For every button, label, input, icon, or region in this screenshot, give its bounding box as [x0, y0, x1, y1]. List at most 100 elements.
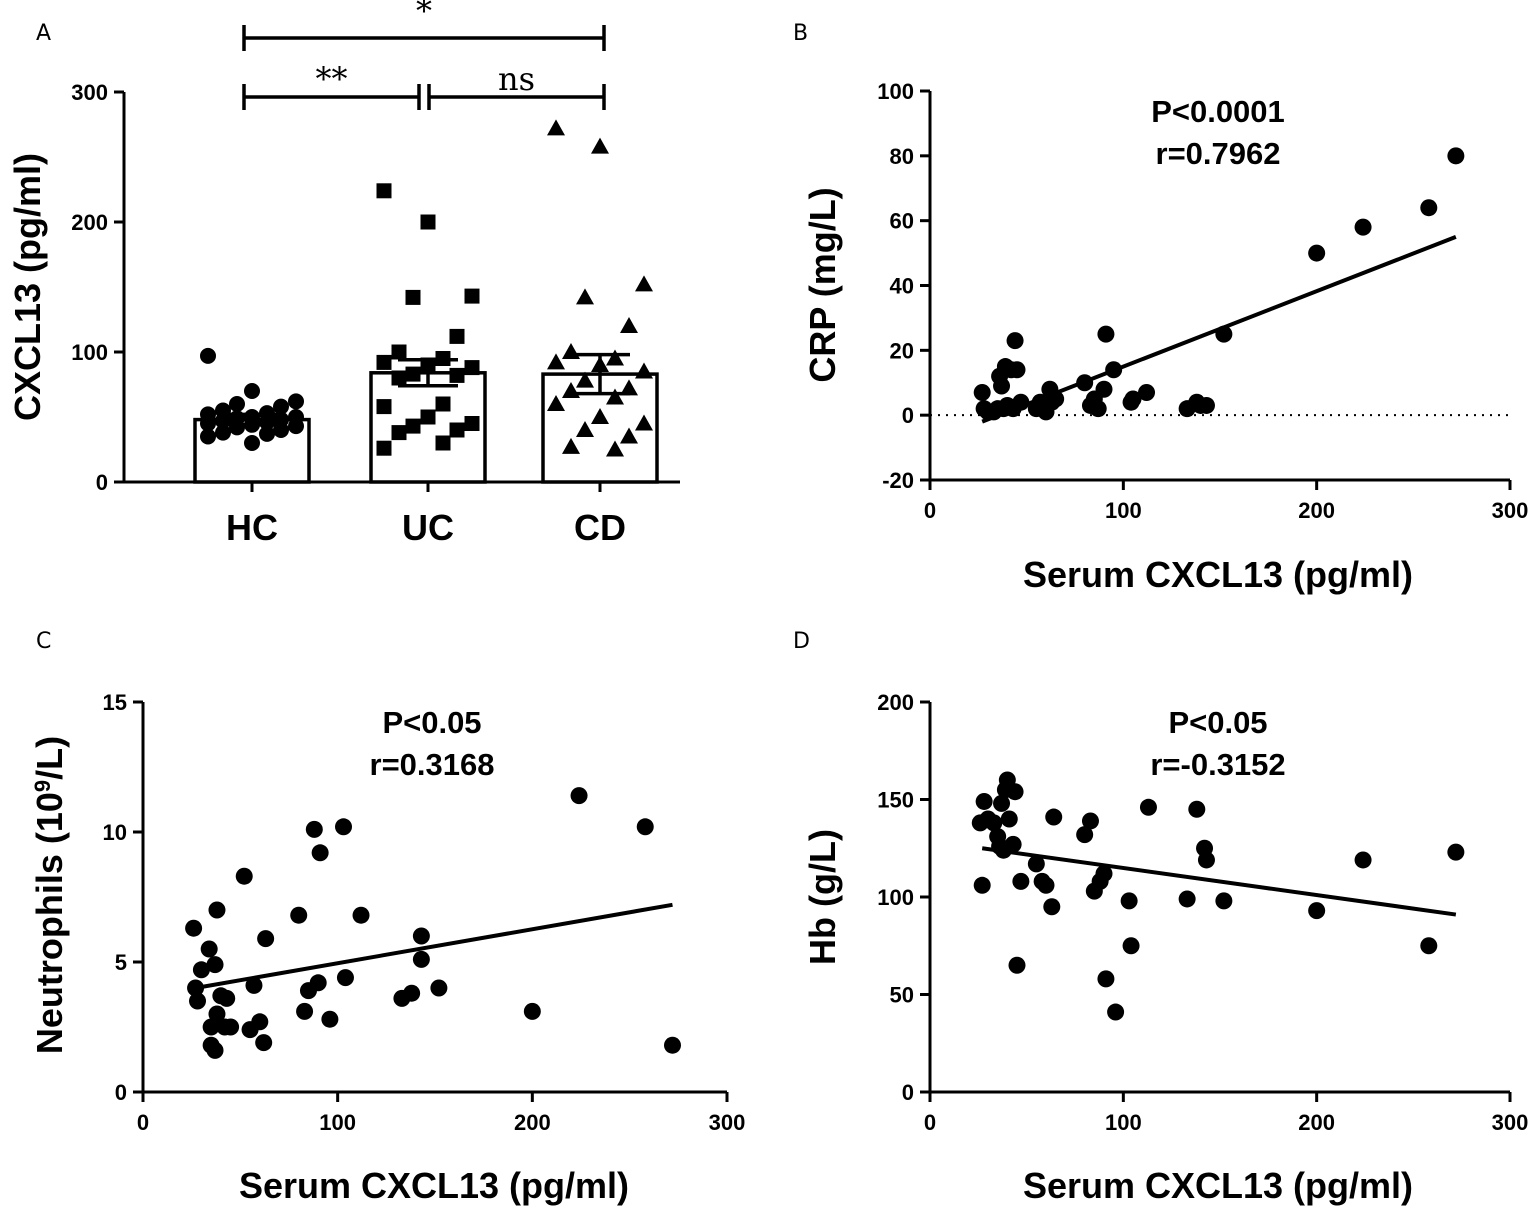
panel-b-xlabel: Serum CXCL13 (pg/ml)	[1023, 554, 1413, 595]
panel-a-point-cd	[562, 437, 580, 454]
panel-d-ylabel: Hb (g/L)	[802, 829, 843, 965]
panel-c-rvalue: r=0.3168	[370, 747, 495, 782]
panel-d-data-point	[1027, 855, 1045, 873]
panel-d-pvalue: P<0.05	[1168, 705, 1267, 740]
panel-b-data-point	[1308, 244, 1326, 262]
panel-c-data-point	[663, 1036, 681, 1054]
panel-a-point-uc	[420, 409, 436, 425]
panel-c-y-tick-label: 5	[115, 950, 127, 975]
panel-a-point-uc	[376, 183, 392, 199]
panel-c-y-tick-label: 15	[103, 690, 127, 715]
panel-b-data-point	[1097, 325, 1115, 343]
panel-a-point-cd	[606, 440, 624, 457]
panel-a-point-cd	[635, 362, 653, 379]
panel-d-data-point	[1045, 808, 1063, 826]
panel-c-data-point	[523, 1002, 541, 1020]
panel-c-data-point	[218, 989, 236, 1007]
panel-c-data-point	[290, 906, 308, 924]
panel-c-data-point	[208, 901, 226, 919]
panel-a-point-cd	[606, 349, 624, 366]
panel-d-data-point	[1420, 937, 1438, 955]
panel-d-data-point	[1004, 835, 1022, 853]
panel-b-data-point	[1447, 147, 1465, 165]
panel-d-data-point	[1139, 798, 1157, 816]
panel-d-x-tick-label: 200	[1298, 1110, 1335, 1135]
panel-c-regression-line	[195, 902, 673, 990]
panel-d-y-tick-label: 100	[877, 885, 914, 910]
panel-c-data-point	[206, 956, 224, 974]
panel-a-ylabel: CXCL13 (pg/ml)	[7, 153, 48, 421]
panel-c-x-tick-label: 0	[137, 1110, 149, 1135]
panel-d-data-point	[1095, 865, 1113, 883]
panel-a-y-tick-label: 200	[71, 210, 108, 235]
panel-d-data-point	[1076, 826, 1094, 844]
panel-d-data-point	[1197, 851, 1215, 869]
panel-letter-a: A	[36, 21, 51, 46]
panel-a-point-cd	[635, 275, 653, 292]
panel-d-y-tick-label: 50	[890, 983, 914, 1008]
panel-a-point-cd	[620, 427, 638, 444]
panel-a-point-uc	[405, 289, 421, 305]
panel-a-category-label: HC	[226, 507, 278, 548]
panel-d-y-tick-label: 150	[877, 788, 914, 813]
panel-b-x-tick-label: 200	[1298, 498, 1335, 523]
panel-a-point-uc	[376, 354, 392, 370]
panel-b-data-point	[1420, 199, 1438, 217]
panel-a-significance-label: ns	[498, 60, 535, 98]
panel-a-point-uc	[464, 416, 480, 431]
panel-b-y-tick-label: -20	[882, 468, 914, 493]
panel-c-data-point	[321, 1010, 339, 1028]
panel-a-point-uc	[435, 435, 451, 451]
panel-c-data-point	[335, 818, 353, 836]
panel-b-scatter: CRP (mg/L) Serum CXCL13 (pg/ml) P<0.0001…	[802, 79, 1528, 595]
panel-b-data-point	[1089, 400, 1107, 418]
panel-d-data-point	[1122, 937, 1140, 955]
panel-b-data-point	[1197, 396, 1215, 414]
panel-c-xlabel: Serum CXCL13 (pg/ml)	[239, 1165, 629, 1206]
panel-c-ylabel-sup: 9	[30, 780, 55, 792]
panel-d-data-point	[1354, 851, 1372, 869]
panel-b-data-point	[1124, 390, 1142, 408]
panel-d-data-point	[1097, 970, 1115, 988]
panel-a-point-cd	[606, 388, 624, 405]
panel-a-point-cd	[576, 371, 594, 388]
panel-a-point-uc	[464, 288, 480, 304]
panel-c-data-point	[305, 820, 323, 838]
panel-c-data-point	[235, 867, 253, 885]
panel-b-y-tick-label: 100	[877, 79, 914, 104]
panel-c-data-point	[311, 844, 329, 862]
panel-a-point-cd	[620, 379, 638, 396]
panel-b-y-tick-label: 80	[890, 144, 914, 169]
panel-c-plot-area: 0 5 10 15 0 100 200 300	[103, 690, 746, 1135]
panel-a-point-uc	[376, 399, 392, 415]
panel-c-scatter: Neutrophils (109/L) Serum CXCL13 (pg/ml)…	[29, 690, 745, 1206]
panel-a-point-uc	[391, 370, 407, 386]
panel-a-point-hc	[259, 425, 275, 442]
panel-a-y-tick-label: 0	[96, 470, 108, 495]
panel-a-point-cd	[562, 343, 580, 359]
panel-b-data-point	[1095, 380, 1113, 398]
panel-d-data-point	[993, 794, 1011, 812]
panel-d-x-tick-label: 100	[1105, 1110, 1142, 1135]
panel-d-data-point	[1006, 783, 1024, 801]
panel-a-point-hc	[200, 415, 216, 432]
panel-c-data-point	[412, 950, 430, 968]
panel-b-data-point	[1008, 361, 1026, 379]
panel-c-data-point	[185, 919, 203, 937]
panel-d-y-tick-label: 200	[877, 690, 914, 715]
panel-b-plot-area: -20 0 20 40 60 80 100 0 100 200 300	[877, 79, 1528, 523]
panel-c-x-tick-label: 100	[319, 1110, 356, 1135]
panel-a-point-cd	[547, 119, 565, 136]
panel-c-data-point	[206, 1041, 224, 1059]
panel-a-point-cd	[547, 395, 565, 411]
panel-b-regression-line	[981, 235, 1457, 424]
panel-a-point-uc	[405, 366, 421, 382]
panel-d-scatter: Hb (g/L) Serum CXCL13 (pg/ml) P<0.05 r=-…	[802, 690, 1528, 1206]
panel-c-data-point	[255, 1034, 273, 1052]
panel-c-data-point	[352, 906, 370, 924]
panel-a-point-cd	[591, 137, 609, 154]
panel-c-data-point	[208, 1005, 226, 1023]
panel-b-x-tick-label: 100	[1105, 498, 1142, 523]
panel-a-y-tick-label: 300	[71, 80, 108, 105]
panel-c-data-point	[251, 1013, 269, 1031]
